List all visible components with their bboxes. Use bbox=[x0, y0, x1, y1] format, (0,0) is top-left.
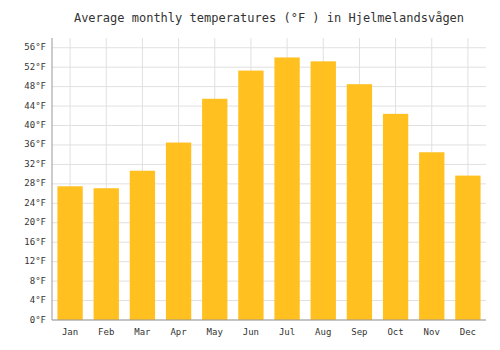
bar bbox=[383, 114, 408, 320]
y-tick-label: 52°F bbox=[24, 62, 46, 72]
x-tick-label: Nov bbox=[424, 327, 440, 337]
y-tick-label: 20°F bbox=[24, 217, 46, 227]
bar bbox=[202, 99, 227, 320]
y-tick-label: 40°F bbox=[24, 120, 46, 130]
y-tick-label: 36°F bbox=[24, 139, 46, 149]
bar bbox=[130, 171, 155, 320]
bar bbox=[311, 61, 336, 320]
grid-line bbox=[52, 125, 486, 126]
x-tick-label: Aug bbox=[315, 327, 331, 337]
x-tick-label: Mar bbox=[134, 327, 151, 337]
y-tick-label: 48°F bbox=[24, 81, 46, 91]
chart: Average monthly temperatures (°F ) in Hj… bbox=[0, 0, 500, 350]
y-tick-label: 28°F bbox=[24, 178, 46, 188]
grid-line bbox=[52, 47, 486, 48]
x-tick-label: Jan bbox=[62, 327, 78, 337]
x-tick-label: Dec bbox=[460, 327, 476, 337]
bar bbox=[166, 143, 191, 320]
x-tick-label: Feb bbox=[98, 327, 114, 337]
grid-line bbox=[52, 106, 486, 107]
x-tick-label: Sep bbox=[351, 327, 367, 337]
bar bbox=[57, 186, 82, 320]
grid-line bbox=[52, 86, 486, 87]
y-tick-label: 32°F bbox=[24, 159, 46, 169]
y-tick-label: 24°F bbox=[24, 198, 46, 208]
grid-line bbox=[52, 67, 486, 68]
x-axis-line bbox=[52, 320, 486, 321]
y-tick-label: 8°F bbox=[30, 276, 46, 286]
grid-line bbox=[52, 144, 486, 145]
title: Average monthly temperatures (°F ) in Hj… bbox=[74, 11, 464, 25]
bar bbox=[455, 176, 480, 320]
x-tick-label: Oct bbox=[387, 327, 403, 337]
bar bbox=[419, 152, 444, 320]
x-tick-label: Jul bbox=[279, 327, 295, 337]
y-tick-label: 0°F bbox=[30, 315, 46, 325]
x-tick-label: Jun bbox=[243, 327, 259, 337]
grid-line bbox=[52, 320, 486, 321]
bar bbox=[274, 57, 299, 320]
bar bbox=[347, 84, 372, 320]
grid bbox=[52, 38, 486, 320]
y-tick-label: 16°F bbox=[24, 237, 46, 247]
x-tick-label: Apr bbox=[170, 327, 187, 337]
y-tick-label: 44°F bbox=[24, 101, 46, 111]
y-tick-label: 12°F bbox=[24, 256, 46, 266]
y-tick-label: 56°F bbox=[24, 42, 46, 52]
x-tick-label: May bbox=[207, 327, 224, 337]
bar bbox=[94, 188, 119, 320]
bar bbox=[238, 71, 263, 320]
y-tick-label: 4°F bbox=[30, 295, 46, 305]
y-axis-line bbox=[52, 38, 53, 320]
